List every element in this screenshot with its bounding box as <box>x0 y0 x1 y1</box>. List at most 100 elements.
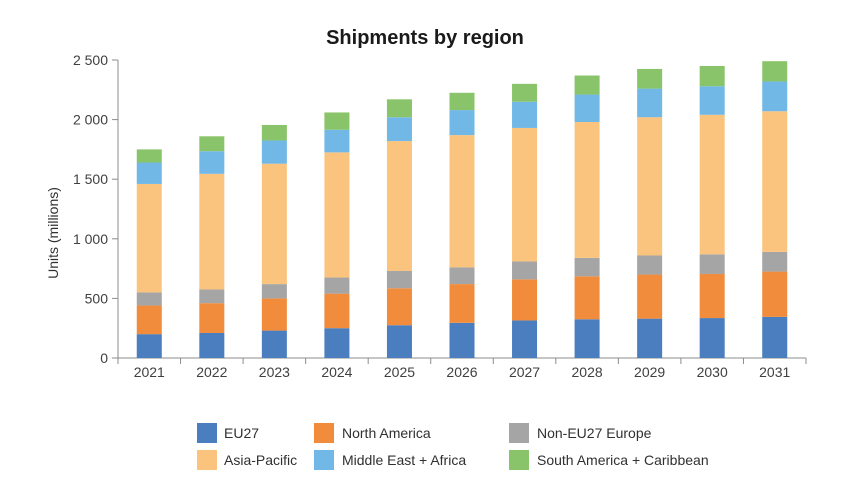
bar-stack-2030 <box>699 65 725 358</box>
x-tick-label: 2021 <box>134 364 165 380</box>
legend: EU27 North America Non-EU27 Europe Asia-Pac… <box>197 423 709 470</box>
bar-segment-eu27 <box>574 319 600 358</box>
bar-segment-middle-east-africa <box>762 81 788 112</box>
bar-segment-north-america <box>512 279 538 321</box>
bar-segment-eu27 <box>261 330 287 358</box>
x-tick-label: 2029 <box>634 364 665 380</box>
bar-stack-2028 <box>574 75 600 358</box>
bar-segment-non-eu27-europe <box>324 277 350 294</box>
bar-segment-middle-east-africa <box>199 151 225 174</box>
bar-segment-non-eu27-europe <box>261 284 287 299</box>
legend-swatch <box>197 450 217 470</box>
y-axis-title: Units (millions) <box>45 187 61 279</box>
bar-segment-north-america <box>261 298 287 331</box>
bar-segment-non-eu27-europe <box>199 289 225 304</box>
bar-segment-south-america-caribbean <box>199 136 225 152</box>
bar-segment-south-america-caribbean <box>574 75 600 95</box>
x-axis: 2021 2022 2023 2024 2025 2026 2027 2028 2029 2030… <box>117 357 807 380</box>
bar-segment-non-eu27-europe <box>574 257 600 277</box>
bar-segment-eu27 <box>449 322 475 358</box>
bar-segment-middle-east-africa <box>574 94 600 122</box>
bar-segment-asia-pacific <box>762 111 788 252</box>
legend-item-middle-east-africa: Middle East + Africa <box>314 450 466 470</box>
bar-segment-middle-east-africa <box>512 101 538 128</box>
bar-stack-2023 <box>261 124 287 358</box>
legend-label: Non-EU27 Europe <box>537 425 652 441</box>
legend-item-non-eu27-europe: Non-EU27 Europe <box>509 423 652 443</box>
bar-segment-middle-east-africa <box>261 140 287 164</box>
x-tick-label: 2028 <box>572 364 603 380</box>
bar-segment-north-america <box>699 273 725 319</box>
y-tick-label: 1 000 <box>73 231 108 247</box>
legend-item-south-america-caribbean: South America + Caribbean <box>509 450 709 470</box>
bar-segment-eu27 <box>637 318 663 358</box>
x-tick-label: 2030 <box>697 364 728 380</box>
bar-segment-south-america-caribbean <box>261 124 287 141</box>
bar-segment-middle-east-africa <box>386 117 412 142</box>
bar-segment-asia-pacific <box>136 183 162 293</box>
bar-segment-south-america-caribbean <box>136 149 162 163</box>
bar-segment-north-america <box>199 303 225 333</box>
bar-segment-eu27 <box>386 325 412 358</box>
bar-segment-north-america <box>324 293 350 329</box>
x-tick-label: 2027 <box>509 364 540 380</box>
legend-label: Middle East + Africa <box>342 452 466 468</box>
y-axis: 0 500 1 000 1 500 2 000 2 500 <box>73 52 119 366</box>
x-tick-label: 2025 <box>384 364 415 380</box>
bar-segment-asia-pacific <box>199 173 225 290</box>
bar-stack-2031 <box>762 61 788 358</box>
bar-stack-2027 <box>512 83 538 358</box>
legend-swatch <box>314 423 334 443</box>
legend-item-asia-pacific: Asia-Pacific <box>197 450 297 470</box>
bar-stack-2029 <box>637 68 663 358</box>
legend-item-north-america: North America <box>314 423 431 443</box>
bar-stack-2024 <box>324 112 350 358</box>
bar-segment-south-america-caribbean <box>637 68 663 89</box>
bar-stack-2021 <box>136 149 162 358</box>
legend-swatch <box>509 450 529 470</box>
bar-segment-south-america-caribbean <box>449 92 475 111</box>
bar-segment-south-america-caribbean <box>699 65 725 87</box>
bar-segment-non-eu27-europe <box>699 254 725 274</box>
y-tick-label: 2 500 <box>73 52 108 68</box>
bar-segment-asia-pacific <box>449 135 475 268</box>
legend-swatch <box>197 423 217 443</box>
y-tick-label: 1 500 <box>73 171 108 187</box>
bar-segment-eu27 <box>136 334 162 358</box>
bar-segment-eu27 <box>512 320 538 358</box>
bar-segment-eu27 <box>762 316 788 358</box>
bar-segment-south-america-caribbean <box>512 83 538 102</box>
bar-segment-non-eu27-europe <box>449 267 475 285</box>
bar-segment-south-america-caribbean <box>324 112 350 130</box>
y-tick-label: 500 <box>85 290 109 306</box>
bar-segment-south-america-caribbean <box>762 61 788 82</box>
bar-segment-middle-east-africa <box>324 129 350 153</box>
bar-segment-eu27 <box>324 328 350 358</box>
bar-segment-asia-pacific <box>574 121 600 258</box>
x-tick-label: 2026 <box>446 364 477 380</box>
bar-segment-asia-pacific <box>386 141 412 271</box>
bar-segment-asia-pacific <box>261 163 287 285</box>
bar-segment-middle-east-africa <box>449 110 475 136</box>
bar-segment-north-america <box>386 288 412 326</box>
bar-segment-north-america <box>574 276 600 320</box>
bar-segment-north-america <box>637 274 663 319</box>
bars-group <box>136 61 788 358</box>
x-tick-label: 2023 <box>259 364 290 380</box>
legend-label: EU27 <box>224 425 259 441</box>
bar-segment-asia-pacific <box>512 127 538 262</box>
legend-label: North America <box>342 425 431 441</box>
x-tick-label: 2031 <box>759 364 790 380</box>
bar-segment-asia-pacific <box>637 117 663 256</box>
y-tick-label: 2 000 <box>73 112 108 128</box>
x-tick-label: 2022 <box>196 364 227 380</box>
bar-segment-middle-east-africa <box>699 86 725 115</box>
bar-segment-eu27 <box>199 332 225 358</box>
chart-title: Shipments by region <box>326 27 524 49</box>
bar-segment-asia-pacific <box>699 114 725 255</box>
legend-swatch <box>314 450 334 470</box>
bar-segment-non-eu27-europe <box>136 292 162 306</box>
bar-segment-eu27 <box>699 318 725 358</box>
